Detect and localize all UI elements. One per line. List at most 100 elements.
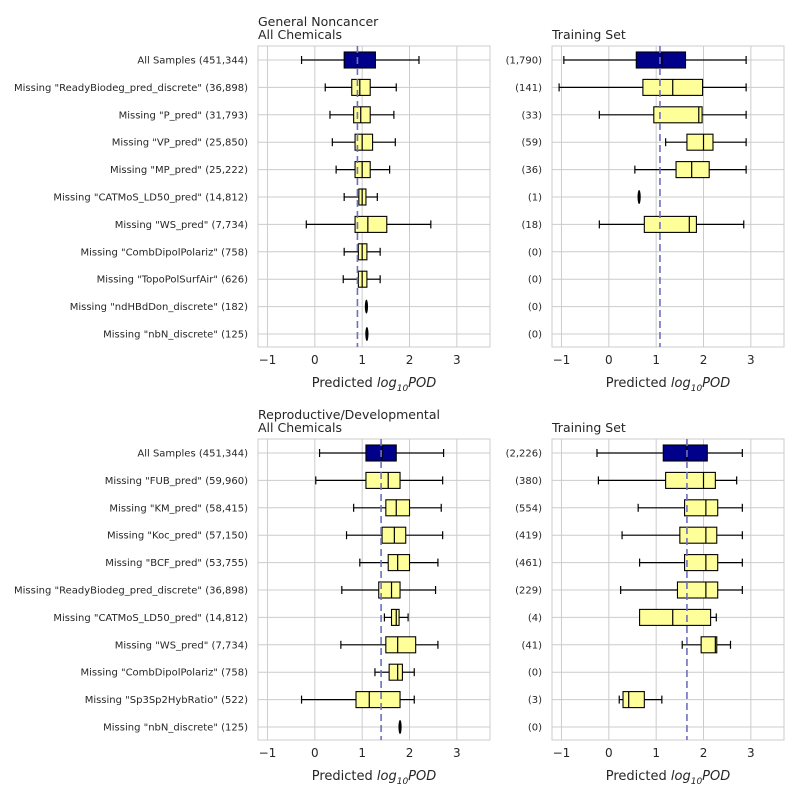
x-axis-label: Predicted log10POD	[606, 376, 731, 394]
category-label: (554)	[515, 503, 542, 514]
box-item	[364, 299, 369, 314]
category-label: Missing "VP_pred" (25,850)	[112, 138, 248, 149]
box-item	[353, 499, 442, 517]
category-label: Missing "WS_pred" (7,734)	[115, 640, 248, 651]
box-iqr	[353, 106, 371, 124]
box-iqr	[643, 215, 697, 233]
category-label: (59)	[521, 138, 542, 149]
category-label: Missing "ReadyBiodeg_pred_discrete" (36,…	[14, 586, 248, 597]
category-label: (0)	[528, 302, 542, 313]
box-item	[315, 471, 444, 489]
box-item	[637, 499, 743, 517]
category-label: Missing "MP_pred" (25,222)	[110, 165, 248, 176]
category-label: (1,790)	[506, 56, 543, 67]
box-item	[598, 215, 745, 233]
x-axis-label-sub: 10	[397, 384, 409, 394]
category-label: (18)	[521, 220, 542, 231]
box-item	[638, 608, 717, 626]
box-item	[638, 554, 743, 572]
chart-title-line: Training Set	[551, 27, 626, 42]
category-label: Missing "ReadyBiodeg_pred_discrete" (36,…	[14, 83, 248, 94]
x-tick-label: 2	[700, 353, 708, 367]
category-label: Missing "Koc_pred" (57,150)	[107, 531, 248, 542]
chart-panel-1: General Noncancer All Chemicals −1 0 1 2 3 All …	[14, 14, 491, 394]
box-item	[359, 554, 439, 572]
box-item	[341, 581, 437, 599]
box-iqr	[351, 78, 371, 96]
box-item	[665, 133, 747, 151]
box-iqr	[676, 581, 719, 599]
box-item	[300, 691, 415, 709]
x-axis-label: Predicted log10POD	[312, 769, 437, 787]
category-label: Missing "CATMoS_LD50_pred" (14,812)	[53, 193, 248, 204]
plot-frame	[551, 45, 785, 348]
chart-title: Training Set	[551, 420, 626, 435]
category-label: Missing "P_pred" (31,793)	[119, 110, 249, 121]
plot-frame	[257, 438, 491, 741]
category-label: (141)	[515, 83, 542, 94]
category-label: All Samples (451,344)	[137, 449, 248, 460]
chart-title: Training Set	[551, 27, 626, 42]
category-label: All Samples (451,344)	[137, 56, 248, 67]
category-label: (461)	[515, 558, 542, 569]
chart-title-line: All Chemicals	[258, 420, 342, 435]
chart-panel-4: Training Set −1 0 1 2 3 (2,226) (380) (554) (419)…	[506, 420, 785, 787]
box-iqr	[354, 215, 388, 233]
x-axis-label: Predicted log10POD	[606, 769, 731, 787]
chart-title-line: All Chemicals	[258, 27, 342, 42]
box-iqr	[700, 636, 718, 654]
box-iqr	[662, 444, 708, 462]
box-iqr	[385, 499, 411, 517]
box-item	[331, 133, 396, 151]
x-axis-label: Predicted log10POD	[312, 376, 437, 394]
box-iqr	[388, 663, 403, 681]
box-degenerate	[398, 720, 402, 734]
x-tick-label: 2	[406, 746, 414, 760]
x-tick-label: −1	[553, 746, 571, 760]
category-label: Missing "TopoPolSurfAir" (626)	[97, 275, 248, 286]
box-iqr	[686, 133, 714, 151]
category-label: (0)	[528, 275, 542, 286]
x-tick-label: 1	[358, 353, 366, 367]
chart-title-line: General Noncancer	[258, 14, 379, 29]
box-degenerate	[637, 190, 641, 204]
x-tick-label: 3	[453, 353, 461, 367]
box-item	[343, 188, 378, 206]
box-item	[620, 581, 743, 599]
chart-panel-3: Reproductive/Developmental All Chemicals −…	[14, 407, 491, 787]
x-axis-label-log: log	[377, 769, 397, 784]
box-iqr	[385, 636, 417, 654]
chart-title: Reproductive/Developmental All Chemicals	[258, 407, 440, 435]
x-axis-label-prefix: Predicted	[606, 376, 671, 391]
category-label: (0)	[528, 723, 542, 734]
box-item	[598, 106, 747, 124]
category-label: Missing "CombDipolPolariz" (758)	[81, 247, 249, 258]
box-item	[634, 161, 747, 179]
category-label: (33)	[521, 110, 542, 121]
x-axis-label-pod: POD	[408, 376, 436, 391]
box-item	[558, 78, 747, 96]
x-tick-label: 3	[453, 746, 461, 760]
box-item	[596, 444, 743, 462]
box-item	[374, 663, 415, 681]
x-axis-label-prefix: Predicted	[606, 769, 671, 784]
category-label: Missing "nbN_discrete" (125)	[103, 723, 248, 734]
box-degenerate	[365, 327, 369, 341]
x-tick-label: 1	[652, 353, 660, 367]
x-tick-label: 0	[311, 746, 319, 760]
x-tick-label: 0	[605, 353, 613, 367]
x-tick-label: 2	[700, 746, 708, 760]
box-item	[597, 471, 738, 489]
category-label: (419)	[515, 531, 542, 542]
x-tick-label: 0	[311, 353, 319, 367]
category-label: (41)	[521, 640, 542, 651]
chart-title-line: Reproductive/Developmental	[258, 407, 440, 422]
box-item	[329, 106, 395, 124]
x-tick-label: 1	[358, 746, 366, 760]
category-label: Missing "WS_pred" (7,734)	[115, 220, 248, 231]
box-iqr	[675, 161, 710, 179]
x-axis-label-sub: 10	[397, 777, 409, 787]
category-label: (229)	[515, 586, 542, 597]
box-item	[345, 526, 444, 544]
box-iqr	[343, 51, 376, 69]
